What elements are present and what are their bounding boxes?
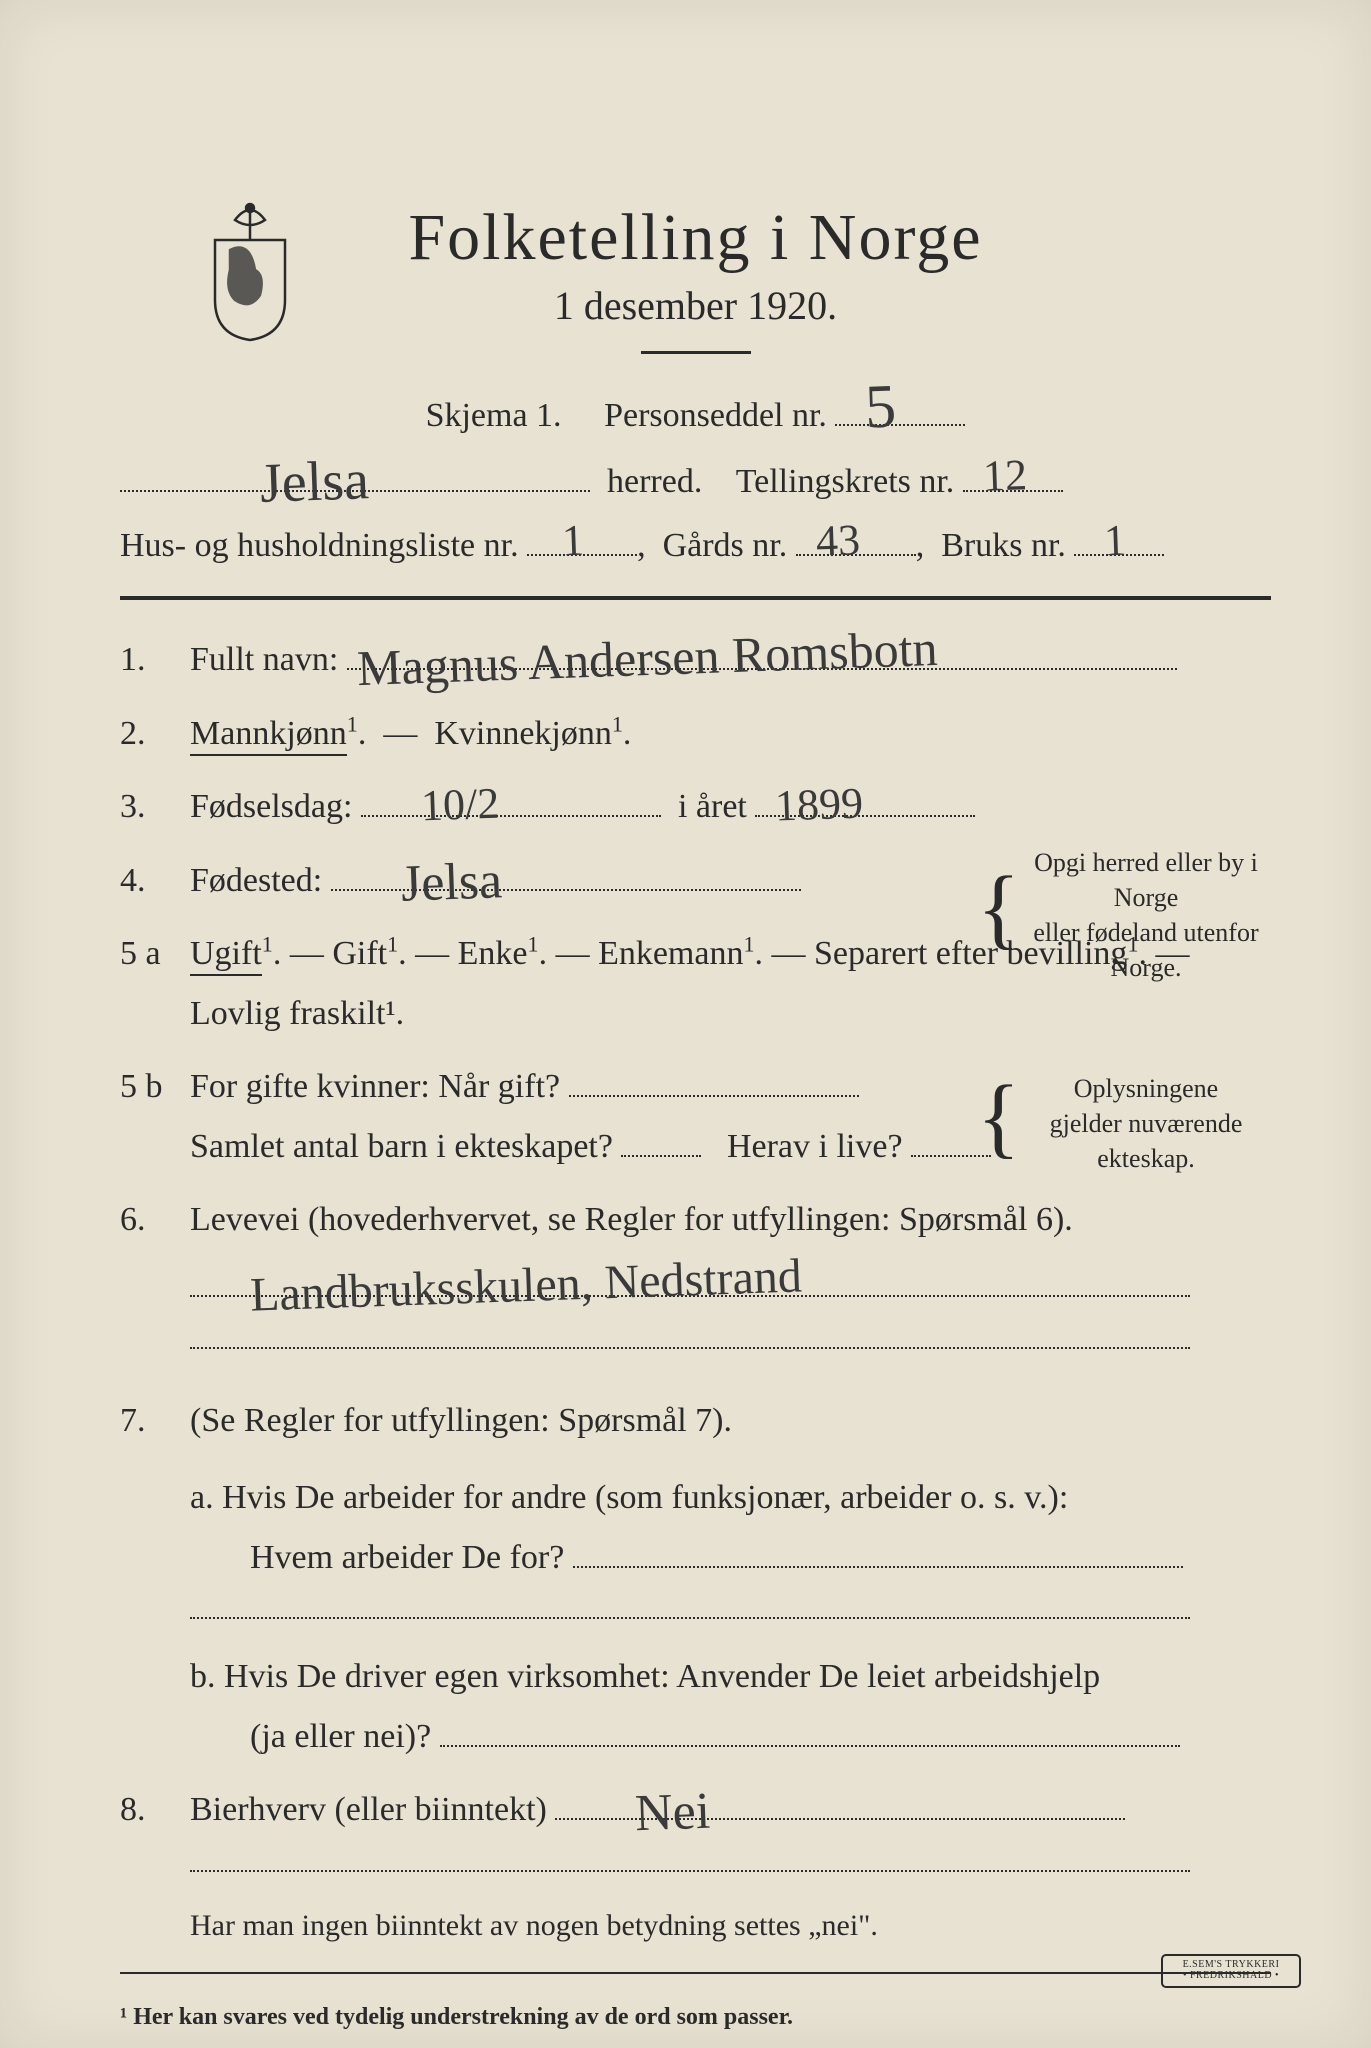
q5b-note: Oplysningene gjelder nuværende ekteskap. — [1011, 1071, 1281, 1176]
q7b-l1: b. Hvis De driver egen virksomhet: Anven… — [190, 1647, 1271, 1707]
husliste-nr: 1 — [561, 504, 586, 577]
q1-value: Magnus Andersen Romsbotn — [355, 604, 938, 712]
q6: 6. Levevei (hovederhvervet, se Regler fo… — [120, 1190, 1271, 1377]
q3-label: Fødselsdag: — [190, 788, 352, 825]
gards-nr: 43 — [814, 504, 861, 578]
q2-mann: Mannkjønn — [190, 715, 347, 756]
q6-value: Landbruksskulen, Nedstrand — [249, 1234, 803, 1337]
q8-label: Bierhverv (eller biinntekt) — [190, 1791, 547, 1828]
q7b-l2: (ja eller nei)? — [250, 1718, 431, 1755]
q5a-line2: Lovlig fraskilt¹. — [190, 995, 404, 1032]
coat-of-arms-icon — [195, 200, 305, 345]
q4-value: Jelsa — [399, 835, 503, 929]
property-row: Hus- og husholdningsliste nr. 1 , Gårds … — [120, 518, 1271, 574]
q7a-l2: Hvem arbeider De for? — [250, 1539, 564, 1576]
personseddel-nr: 5 — [864, 356, 899, 459]
section-divider — [120, 596, 1271, 600]
tellingskrets-label: Tellingskrets nr. — [736, 463, 955, 500]
q8-value: Nei — [634, 1765, 712, 1859]
q6-num: 6. — [120, 1190, 190, 1377]
skjema-label: Skjema 1. — [426, 397, 562, 434]
q1-label: Fullt navn: — [190, 641, 338, 678]
district-row: Jelsa herred. Tellingskrets nr. 12 — [120, 454, 1271, 510]
q7a-l1: a. Hvis De arbeider for andre (som funks… — [190, 1468, 1271, 1528]
title-divider — [641, 351, 751, 354]
q3-day: 10/2 — [420, 764, 501, 844]
q8: 8. Bierhverv (eller biinntekt) Nei Har m… — [120, 1780, 1271, 1952]
q5a-num: 5 a — [120, 924, 190, 1043]
footnote: ¹ Her kan svares ved tydelig understrekn… — [120, 2004, 1271, 2031]
q5a: 5 a Ugift1. — Gift1. — Enke1. — Enkemann… — [120, 924, 1271, 1043]
q5b-l2b: Herav i live? — [727, 1128, 903, 1165]
herred-label: herred. — [607, 463, 702, 500]
q2-kvinne: Kvinnekjønn — [434, 715, 612, 752]
q3-num: 3. — [120, 777, 190, 837]
gards-label: Gårds nr. — [663, 527, 788, 564]
q5b-l1: For gifte kvinner: Når gift? — [190, 1068, 560, 1105]
q3: 3. Fødselsdag: 10/2 i året 1899 — [120, 777, 1271, 837]
q4-num: 4. — [120, 851, 190, 911]
q3-year-label: i året — [678, 788, 747, 825]
q1-num: 1. — [120, 630, 190, 690]
census-form-page: Folketelling i Norge 1 desember 1920. Sk… — [0, 0, 1371, 2048]
q8-num: 8. — [120, 1780, 190, 1952]
tellingskrets-nr: 12 — [982, 440, 1029, 514]
printer-stamp: E.SEM'S TRYKKERI• FREDRIKSHALD • — [1161, 1954, 1301, 1988]
q1: 1. Fullt navn: Magnus Andersen Romsbotn — [120, 630, 1271, 690]
footnote-divider — [120, 1972, 1271, 1974]
q4: 4. Fødested: Jelsa Opgi herred eller by … — [120, 851, 1271, 911]
q2: 2. Mannkjønn1. — Kvinnekjønn1. — [120, 704, 1271, 764]
q5b: 5 b For gifte kvinner: Når gift? Oplysni… — [120, 1057, 1271, 1176]
q8-note: Har man ingen biinntekt av nogen betydni… — [190, 1900, 1271, 1953]
q5b-l2a: Samlet antal barn i ekteskapet? — [190, 1128, 613, 1165]
bruks-nr: 1 — [1103, 504, 1128, 577]
herred-value: Jelsa — [258, 435, 370, 531]
q7-num: 7. — [120, 1391, 190, 1767]
q5b-num: 5 b — [120, 1057, 190, 1176]
form-id-row: Skjema 1. Personseddel nr. 5 — [120, 388, 1271, 444]
personseddel-label: Personseddel nr. — [604, 397, 827, 434]
husliste-label: Hus- og husholdningsliste nr. — [120, 527, 519, 564]
q3-year: 1899 — [774, 764, 865, 844]
q4-label: Fødested: — [190, 862, 322, 899]
q7: 7. (Se Regler for utfyllingen: Spørsmål … — [120, 1391, 1271, 1767]
q6-label: Levevei (hovederhvervet, se Regler for u… — [190, 1201, 1073, 1238]
bruks-label: Bruks nr. — [941, 527, 1066, 564]
q7-label: (Se Regler for utfyllingen: Spørsmål 7). — [190, 1402, 732, 1439]
q2-num: 2. — [120, 704, 190, 764]
